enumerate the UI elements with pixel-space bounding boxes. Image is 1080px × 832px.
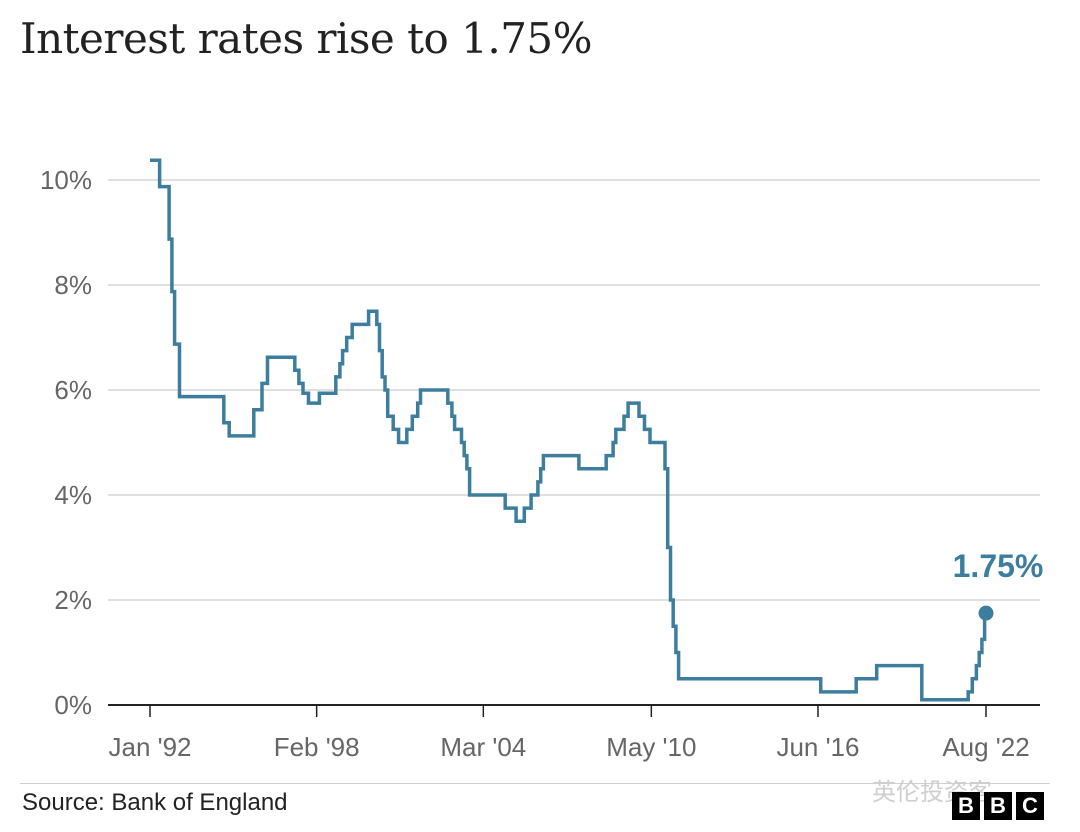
annotation-layer: 1.75% [953, 548, 1044, 621]
y-tick-label: 10% [40, 165, 92, 195]
x-tick-label: Mar '04 [440, 732, 526, 762]
x-tick-label: Aug '22 [942, 732, 1029, 762]
y-tick-label: 0% [54, 690, 92, 720]
y-tick-label: 8% [54, 270, 92, 300]
y-tick-labels: 0% 2% 4% 6% 8% 10% [40, 165, 92, 720]
y-tick-label: 2% [54, 585, 92, 615]
footer-divider [20, 783, 1050, 784]
chart-title: Interest rates rise to 1.75% [20, 14, 593, 63]
x-tick-labels: Jan '92 Feb '98 Mar '04 May '10 Jun '16 Aug '… [108, 732, 1029, 762]
x-tick-label: May '10 [606, 732, 696, 762]
bank-rate-line [150, 158, 987, 702]
bbc-logo-letter: B [984, 792, 1012, 820]
grid-lines [108, 179, 1040, 717]
y-tick-label: 6% [54, 375, 92, 405]
end-value-label: 1.75% [953, 548, 1044, 584]
x-tick-label: Jun '16 [776, 732, 859, 762]
bbc-logo-letter: B [952, 792, 980, 820]
source-note: Source: Bank of England [22, 789, 288, 816]
bbc-logo: B B C [952, 792, 1044, 820]
x-tick-label: Jan '92 [108, 732, 191, 762]
y-tick-label: 4% [54, 480, 92, 510]
series-layer [150, 158, 987, 702]
x-tick-label: Feb '98 [274, 732, 360, 762]
bbc-logo-letter: C [1016, 792, 1044, 820]
end-point-marker [978, 605, 994, 621]
